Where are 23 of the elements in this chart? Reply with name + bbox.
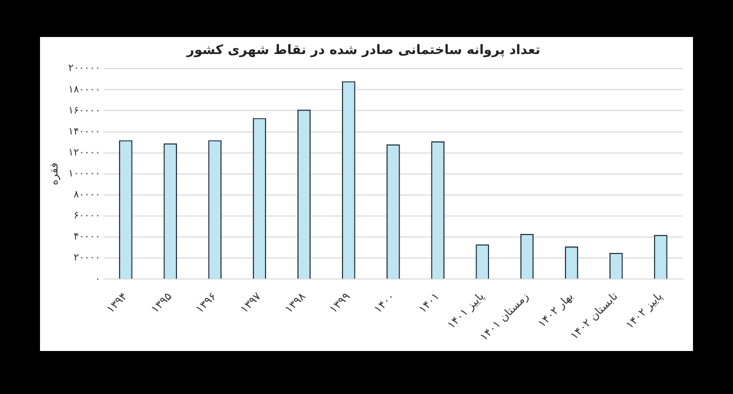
y-tick-label: ۰ [95,274,100,285]
x-tick-label: ۱۳۹۴ [104,290,130,316]
y-tick-label: ۱۰۰۰۰۰ [68,168,100,180]
y-tick-label: ۲۰۰۰۰۰ [68,63,100,74]
x-tick-label: ۱۴۰۱ [416,290,442,316]
chart-title: تعداد پروانه ساختمانی صادر شده در نقاط شهری کشور [186,43,540,58]
x-tick-label: ۱۴۰۰ [371,290,398,316]
x-tick-label: ۱۳۹۸ [282,290,308,316]
x-tick-label: ۱۳۹۷ [238,290,264,316]
y-tick-label: ۱۴۰۰۰۰ [68,126,100,138]
y-axis-title: فقره [47,162,60,186]
x-tick-label: پاییز ۱۴۰۲ [623,290,665,332]
y-tick-label: ۴۰۰۰۰ [74,232,100,243]
y-tick-label: ۱۸۰۰۰۰ [68,84,100,96]
y-tick-label: ۱۶۰۰۰۰ [68,105,100,116]
x-tick-label: بهار ۱۴۰۲ [535,290,576,330]
x-tick-label: ۱۳۹۹ [326,290,353,316]
x-tick-label: ۱۳۹۵ [148,290,175,316]
y-tick-label: ۱۲۰۰۰۰ [68,147,100,158]
y-tick-label: ۶۰۰۰۰ [74,210,100,222]
y-tick-label: ۲۰۰۰۰ [74,252,100,264]
x-tick-label: ۱۳۹۶ [193,290,220,316]
y-tick-label: ۸۰۰۰۰ [74,190,100,201]
